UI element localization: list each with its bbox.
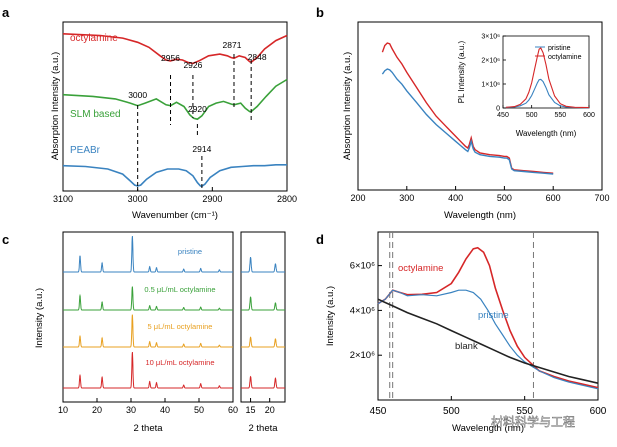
panel-b-xtick-label: 400 bbox=[448, 193, 463, 203]
panel-d-xtick-label: 600 bbox=[590, 406, 607, 417]
inset-xtick-label: 600 bbox=[583, 112, 595, 119]
slm-line bbox=[62, 78, 288, 121]
panel-d-ytick-label: 6×10⁶ bbox=[350, 261, 375, 272]
panel-c-xtick-label: 50 bbox=[194, 405, 204, 415]
panel-b-xtick-label: 600 bbox=[546, 193, 561, 203]
panel-c-xtick-label: 60 bbox=[228, 405, 238, 415]
panel-c-xtick-label: 10 bbox=[58, 405, 68, 415]
panel-d-xtick-label: 500 bbox=[443, 406, 460, 417]
panel-b-inset: 450 500 550 600 0 1×10⁶ 2×10⁶ 3×10⁶ PL Intensit… bbox=[457, 34, 595, 139]
watermark: 材料科学与工程 bbox=[491, 414, 575, 429]
panel-c-zoom-xtick-label: 15 bbox=[246, 405, 256, 415]
panel-a-xtick-label: 2800 bbox=[277, 194, 297, 204]
panel-b: b 200 300 400 500 600 700 Absorption Intensit… bbox=[316, 5, 610, 221]
panel-c-xtick-label: 20 bbox=[92, 405, 102, 415]
annotation-label-2914: 2914 bbox=[192, 144, 211, 154]
panel-b-xlabel: Wavelength (nm) bbox=[444, 210, 516, 221]
xrd-line-0 bbox=[63, 235, 233, 273]
panel-c-xlabel: 2 theta bbox=[133, 423, 163, 434]
panel-a-xtick-label: 3100 bbox=[53, 194, 73, 204]
panel-b-frame bbox=[357, 21, 603, 191]
series-label-slm: SLM based bbox=[70, 109, 121, 120]
annotation-label-2956: 2956 bbox=[161, 53, 180, 63]
panel-d-ytick-label: 4×10⁶ bbox=[350, 305, 375, 316]
xrd-zoom-line-2 bbox=[241, 336, 285, 348]
xrd-line-3 bbox=[63, 351, 233, 389]
panel-b-xtick-label: 700 bbox=[594, 193, 609, 203]
pl-label-blank: blank bbox=[455, 341, 478, 352]
panel-a-frame bbox=[62, 21, 288, 192]
inset-xtick-label: 550 bbox=[554, 112, 566, 119]
pl-pristine-line bbox=[377, 289, 599, 390]
xrd-label-05: 0.5 μL/mL octylamine bbox=[144, 285, 215, 294]
series-label-octylamine: octylamine bbox=[70, 33, 118, 44]
panel-d-ytick-label: 2×10⁶ bbox=[350, 350, 375, 361]
panel-c-xtick-label: 30 bbox=[126, 405, 136, 415]
panel-a-letter: a bbox=[2, 5, 10, 20]
panel-b-ylabel: Absorption Intensity (a.u.) bbox=[342, 52, 353, 160]
inset-ytick-label: 2×10⁶ bbox=[481, 58, 500, 65]
pl-label-octylamine: octylamine bbox=[398, 263, 443, 274]
xrd-line-1 bbox=[63, 286, 233, 311]
inset-legend-octylamine: octylamine bbox=[548, 54, 582, 61]
xrd-line-2 bbox=[63, 314, 233, 348]
panel-a-ylabel: Absorption Intensity (a.u.) bbox=[50, 52, 61, 160]
panel-d-xtick-label: 550 bbox=[516, 406, 533, 417]
pl-label-pristine: pristine bbox=[478, 310, 509, 321]
panel-d-ylabel: Intensity (a.u.) bbox=[325, 286, 336, 346]
inset-ylabel: PL Intensity (a.u.) bbox=[457, 40, 466, 103]
annotation-label-2920: 2920 bbox=[188, 104, 207, 114]
peabr-line bbox=[62, 164, 287, 188]
panel-d-xtick-label: 450 bbox=[370, 406, 387, 417]
panel-d-letter: d bbox=[316, 232, 324, 247]
panel-a: a 3100 3000 2900 2800 Absorption Intensity … bbox=[2, 5, 297, 221]
pl-blank-line bbox=[377, 298, 599, 384]
inset-xlabel: Wavelength (nm) bbox=[516, 129, 577, 138]
inset-ytick-label: 1×10⁶ bbox=[481, 82, 500, 89]
inset-legend-pristine: pristine bbox=[548, 45, 571, 52]
panel-c-xtick-label: 40 bbox=[160, 405, 170, 415]
panel-a-xtick-label: 2900 bbox=[202, 194, 222, 204]
inset-octylamine-line bbox=[505, 47, 590, 109]
panel-c: c 10 20 30 40 50 60 15 20 Intensity (a.u.) 2 th… bbox=[2, 231, 286, 434]
panel-c-ylabel: Intensity (a.u.) bbox=[34, 288, 45, 348]
panel-c-zoom-xlabel: 2 theta bbox=[248, 423, 278, 434]
panel-a-xtick-label: 3000 bbox=[128, 194, 148, 204]
inset-frame bbox=[502, 35, 590, 109]
xrd-label-5: 5 μL/mL octylamine bbox=[148, 322, 213, 331]
abs-pristine-line bbox=[381, 68, 554, 175]
panel-b-xtick-label: 500 bbox=[497, 193, 512, 203]
panel-d-xlabel: Wavelength (nm) bbox=[452, 423, 524, 434]
panel-b-xtick-label: 300 bbox=[399, 193, 414, 203]
panel-b-letter: b bbox=[316, 5, 324, 20]
panel-c-letter: c bbox=[2, 232, 9, 247]
panel-a-xlabel: Wavenumber (cm⁻¹) bbox=[132, 210, 218, 221]
xrd-label-pristine: pristine bbox=[178, 247, 202, 256]
xrd-zoom-line-3 bbox=[241, 375, 285, 389]
inset-ytick-label: 3×10⁶ bbox=[481, 34, 500, 41]
inset-xtick-label: 450 bbox=[497, 112, 509, 119]
inset-pristine-line bbox=[505, 78, 590, 109]
panel-c-zoom-xtick-label: 20 bbox=[265, 405, 275, 415]
xrd-zoom-line-0 bbox=[241, 257, 285, 273]
xrd-zoom-line-1 bbox=[241, 296, 285, 311]
xrd-label-10: 10 μL/mL octylamine bbox=[145, 358, 214, 367]
panel-c-zoom-frame bbox=[240, 231, 286, 403]
series-label-peabr: PEABr bbox=[70, 145, 101, 156]
panel-b-xtick-label: 200 bbox=[350, 193, 365, 203]
annotation-label-2871: 2871 bbox=[223, 40, 242, 50]
annotation-label-2848: 2848 bbox=[248, 52, 267, 62]
annotation-label-3000: 3000 bbox=[128, 90, 147, 100]
panel-d-frame bbox=[377, 231, 599, 401]
inset-xtick-label: 500 bbox=[526, 112, 538, 119]
panel-d: d 450 500 550 600 2×10⁶ 4×10⁶ 6×10⁶ Intensity … bbox=[316, 231, 607, 434]
annotation-label-2926: 2926 bbox=[183, 60, 202, 70]
inset-ytick-label: 0 bbox=[496, 106, 500, 113]
panel-c-frame bbox=[62, 231, 234, 403]
